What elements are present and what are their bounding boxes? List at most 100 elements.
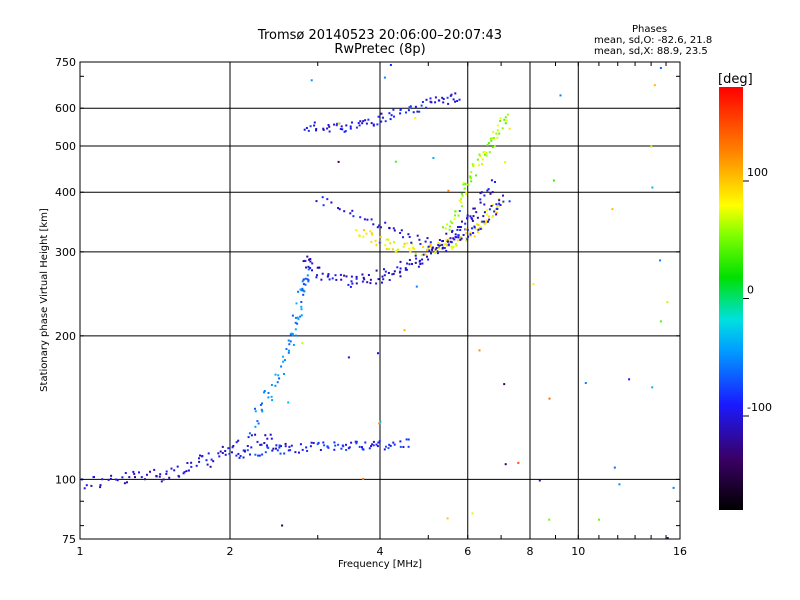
data-point	[349, 125, 352, 128]
data-point	[376, 445, 379, 448]
data-point	[85, 484, 88, 487]
data-point	[341, 128, 344, 131]
data-point	[486, 189, 489, 192]
data-point	[491, 191, 494, 194]
data-point	[260, 408, 263, 411]
data-point	[187, 469, 190, 472]
data-point	[407, 445, 410, 448]
data-point	[361, 446, 363, 449]
data-point	[458, 210, 461, 212]
data-point	[121, 476, 124, 479]
data-point	[311, 269, 313, 272]
data-point	[445, 249, 448, 252]
data-point	[92, 476, 95, 479]
data-point	[502, 194, 504, 197]
data-point	[337, 160, 340, 163]
data-point	[404, 267, 407, 270]
data-point	[425, 98, 428, 101]
data-point	[185, 470, 188, 473]
data-point	[402, 245, 405, 248]
data-point	[427, 258, 430, 261]
data-point	[666, 301, 669, 304]
data-point	[258, 454, 261, 457]
data-point	[309, 258, 312, 260]
chart-subtitle: RwPretec (8p)	[334, 42, 426, 57]
data-point	[309, 267, 312, 269]
colorbar-tick-label: -100	[747, 401, 772, 414]
data-point	[378, 422, 381, 425]
data-point	[394, 160, 397, 163]
data-point	[472, 207, 475, 210]
data-point	[437, 99, 440, 102]
data-point	[210, 458, 213, 461]
data-point	[343, 210, 346, 213]
data-point	[294, 321, 297, 324]
data-point	[212, 460, 215, 463]
data-point	[370, 122, 373, 125]
data-point	[259, 443, 262, 446]
data-point	[405, 268, 408, 271]
data-point	[267, 392, 270, 394]
colorbar	[719, 87, 743, 510]
data-point	[299, 315, 302, 318]
data-point	[376, 123, 379, 126]
data-point	[254, 453, 257, 456]
data-point	[205, 459, 208, 462]
data-point	[476, 158, 479, 161]
data-point	[333, 123, 336, 126]
data-point	[368, 447, 371, 450]
data-point	[491, 137, 494, 140]
data-point	[400, 229, 403, 232]
data-point	[415, 257, 418, 260]
data-point	[443, 247, 446, 249]
data-point	[282, 355, 284, 358]
data-point	[449, 237, 452, 240]
data-point	[470, 217, 473, 219]
data-point	[399, 445, 402, 448]
data-point	[272, 447, 275, 450]
data-point	[449, 220, 452, 223]
data-point	[303, 128, 306, 131]
data-point	[405, 111, 407, 114]
data-point	[370, 218, 373, 221]
data-point	[274, 384, 277, 387]
data-point	[455, 244, 458, 247]
data-point	[415, 285, 418, 288]
data-point	[328, 125, 331, 128]
data-point	[369, 278, 372, 281]
data-point	[408, 106, 411, 109]
data-point	[618, 483, 621, 486]
data-point	[300, 305, 303, 308]
data-point	[477, 231, 479, 233]
data-point	[462, 234, 465, 236]
data-point	[372, 223, 375, 226]
data-point	[487, 188, 490, 191]
data-point	[364, 441, 367, 444]
data-point	[263, 391, 265, 394]
data-point	[407, 109, 410, 112]
data-point	[271, 399, 274, 402]
data-point	[462, 182, 465, 184]
data-point	[450, 93, 453, 96]
data-point	[294, 316, 297, 319]
data-point	[312, 442, 315, 444]
data-point	[441, 96, 444, 99]
data-point	[452, 246, 455, 249]
y-tick-label: 75	[62, 533, 76, 546]
data-point	[294, 328, 297, 331]
data-point	[376, 226, 379, 229]
data-point	[457, 226, 459, 228]
data-point	[302, 278, 305, 281]
data-point	[370, 240, 373, 243]
data-point	[264, 451, 267, 454]
data-point	[419, 263, 422, 265]
data-point	[278, 446, 281, 449]
data-point	[650, 145, 653, 148]
data-point	[250, 446, 253, 449]
data-point	[307, 265, 310, 268]
data-point	[274, 373, 277, 376]
y-tick-label: 100	[55, 473, 76, 486]
data-point	[173, 469, 176, 472]
data-point	[270, 395, 273, 398]
data-point	[354, 440, 357, 443]
